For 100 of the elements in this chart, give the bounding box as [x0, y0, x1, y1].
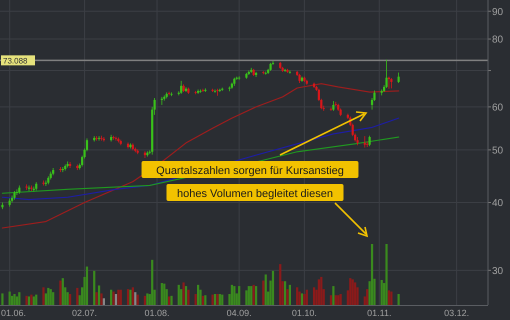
candlestick: [398, 72, 400, 84]
annotation: hohes Volumen begleitet diesen: [177, 188, 333, 200]
bar: [93, 270, 96, 305]
x-tick-label: 01.10.: [292, 308, 317, 318]
bar: [264, 274, 267, 305]
candlestick: [16, 188, 18, 196]
bar: [114, 294, 118, 305]
bar: [306, 290, 308, 305]
bar: [194, 294, 197, 305]
bar: [117, 290, 120, 305]
candlestick: [114, 136, 118, 142]
bar: [197, 284, 200, 305]
bar: [59, 280, 62, 305]
bar: [110, 290, 112, 305]
bar: [337, 295, 340, 305]
bar: [187, 290, 190, 305]
bar: [126, 289, 130, 305]
x-tick-label: 03.12.: [444, 308, 470, 318]
candlestick: [202, 88, 204, 92]
candlestick: [216, 88, 219, 96]
bar: [8, 292, 11, 305]
x-tick-label: 02.07.: [72, 308, 98, 318]
candlestick: [388, 76, 390, 90]
y-tick-label: 80: [492, 34, 504, 46]
bar: [52, 292, 54, 305]
bar: [211, 294, 214, 305]
bar: [13, 294, 16, 305]
bar: [230, 284, 234, 305]
candlestick: [364, 136, 366, 148]
bar: [349, 278, 352, 305]
bar: [298, 292, 301, 305]
bar: [129, 290, 132, 305]
bar: [303, 294, 306, 305]
bar: [62, 278, 64, 305]
x-tick-label: 01.11.: [367, 308, 392, 318]
bar: [214, 294, 216, 305]
bar: [216, 294, 219, 305]
bar: [204, 295, 206, 305]
candlestick: [298, 74, 301, 84]
bar: [42, 287, 45, 305]
bar: [134, 292, 136, 305]
annotation: Quartalszahlen sorgen für Kursanstieg: [156, 165, 344, 177]
bar: [385, 244, 388, 305]
bar: [296, 287, 298, 305]
bar: [32, 296, 35, 305]
bar: [320, 276, 322, 305]
bar: [184, 286, 188, 305]
bar: [180, 289, 182, 305]
bar: [398, 294, 400, 305]
bar: [218, 294, 221, 305]
candlestick: [385, 59, 388, 88]
y-tick-label: 40: [492, 198, 504, 209]
ref-line-label: 73.088: [3, 56, 28, 66]
bar: [168, 296, 170, 305]
bar: [100, 293, 103, 305]
bar: [288, 284, 291, 305]
x-tick-label: 04.09.: [226, 308, 252, 318]
bar: [18, 292, 20, 305]
bar: [30, 294, 33, 305]
bar: [390, 292, 392, 305]
bar: [279, 264, 282, 305]
candlestick: [96, 136, 98, 142]
bar: [352, 279, 354, 305]
bar: [340, 294, 342, 305]
x-tick-label: 01.06.: [1, 308, 26, 318]
candlestick: [180, 80, 182, 94]
bar: [250, 286, 252, 305]
bar: [68, 294, 72, 305]
bar: [160, 283, 163, 305]
bar: [312, 287, 316, 305]
bar: [16, 296, 18, 305]
bar: [300, 293, 304, 305]
bar: [248, 286, 250, 305]
candlestick: [168, 91, 170, 96]
bar: [252, 284, 255, 305]
bar: [163, 284, 166, 305]
candlestick: [44, 180, 47, 186]
bar: [284, 281, 286, 305]
bar: [330, 295, 332, 305]
bar: [28, 296, 30, 305]
bar: [366, 289, 368, 305]
bar: [233, 286, 236, 305]
bar: [272, 270, 274, 305]
bar: [354, 282, 356, 305]
bar: [245, 290, 248, 305]
bar: [47, 288, 50, 305]
bar: [178, 284, 180, 305]
y-tick-label: 60: [492, 102, 504, 114]
bar: [112, 292, 115, 305]
candlestick: [112, 135, 115, 140]
bar: [370, 244, 374, 305]
bar: [334, 295, 337, 305]
bar: [136, 294, 139, 305]
bar: [318, 279, 320, 305]
bar: [238, 286, 240, 305]
bar: [120, 290, 122, 305]
line-series: [2, 83, 400, 229]
bar: [98, 285, 100, 305]
bar: [86, 266, 88, 305]
y-tick-label: 30: [492, 266, 504, 277]
